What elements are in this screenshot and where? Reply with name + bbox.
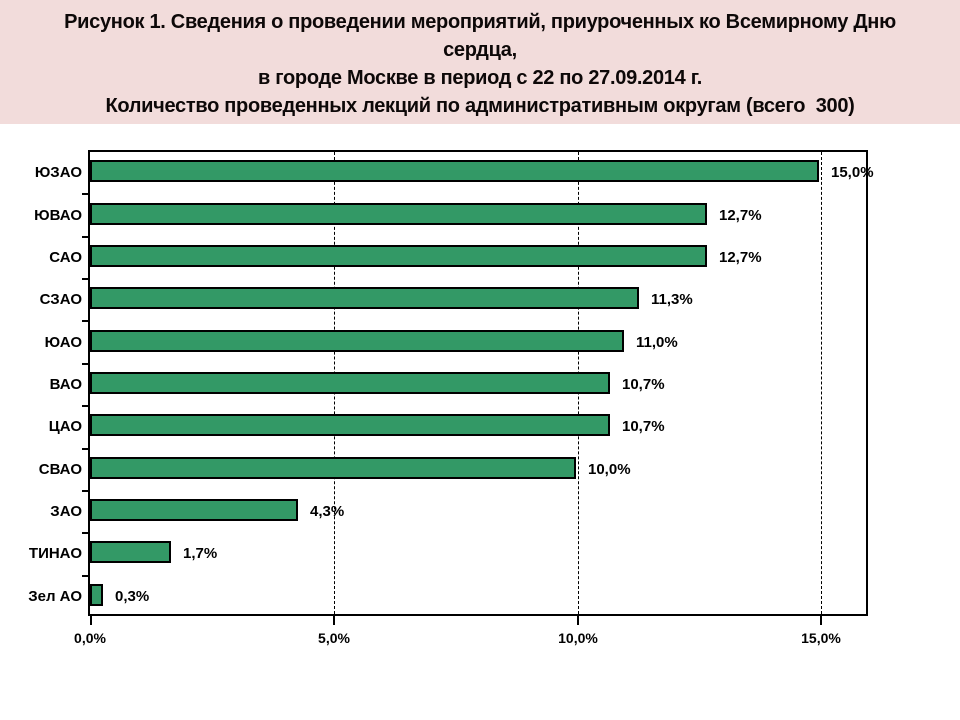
- category-label: СЗАО: [39, 291, 82, 308]
- category-label: Зел АО: [28, 588, 82, 605]
- chart-region: ЮЗАО 15,0% ЮВАО 12,7% САО 12,7% СЗАО 11,3% ЮАО 11…: [0, 124, 960, 720]
- bar-ВАО: [90, 372, 610, 394]
- category-label: ЮВАО: [34, 207, 82, 224]
- category-label: ВАО: [49, 376, 82, 393]
- bar-СЗАО: [90, 287, 639, 309]
- bar-ЦАО: [90, 414, 610, 436]
- category-label: ЦАО: [48, 418, 82, 435]
- chart-title-line: сердца,: [443, 39, 517, 61]
- y-axis-tick: [82, 236, 89, 238]
- category-label: САО: [49, 249, 82, 266]
- y-axis-tick: [82, 193, 89, 195]
- category-label: ЮЗАО: [34, 164, 82, 181]
- x-axis-tick-label: 5,0%: [318, 630, 350, 646]
- y-axis-tick: [82, 575, 89, 577]
- category-label: ЗАО: [50, 503, 82, 520]
- value-label: 12,7%: [719, 207, 762, 224]
- gridline-15: [821, 152, 822, 614]
- y-axis-tick: [82, 405, 89, 407]
- bar-СВАО: [90, 457, 576, 479]
- value-label: 1,7%: [183, 545, 218, 562]
- value-label: 4,3%: [310, 503, 345, 520]
- value-label: 10,7%: [622, 376, 665, 393]
- y-axis-tick: [82, 320, 89, 322]
- bar-ТИНАО: [90, 541, 171, 563]
- bar-ЮЗАО: [90, 160, 819, 182]
- value-label: 10,7%: [622, 418, 665, 435]
- category-label: ТИНАО: [28, 545, 82, 562]
- y-axis-tick: [82, 490, 89, 492]
- value-label: 0,3%: [115, 588, 150, 605]
- bar-Зел АО: [90, 584, 103, 606]
- x-axis-tick-label: 15,0%: [801, 630, 841, 646]
- bar-ЮАО: [90, 330, 624, 352]
- y-axis-tick: [82, 532, 89, 534]
- x-axis-tick: [90, 616, 92, 625]
- bar-ЗАО: [90, 499, 298, 521]
- x-axis-tick: [820, 616, 822, 625]
- y-axis-tick: [82, 448, 89, 450]
- plot-area: ЮЗАО 15,0% ЮВАО 12,7% САО 12,7% СЗАО 11,3% ЮАО 11…: [28, 150, 874, 646]
- value-label: 12,7%: [719, 249, 762, 266]
- x-axis-tick: [577, 616, 579, 625]
- category-label: ЮАО: [44, 334, 82, 351]
- x-axis-tick-label: 0,0%: [74, 630, 106, 646]
- value-label: 11,3%: [651, 291, 693, 308]
- value-label: 11,0%: [636, 334, 678, 351]
- category-label: СВАО: [38, 461, 82, 478]
- chart-title-line: в городе Москве в период с 22 по 27.09.2…: [258, 67, 702, 89]
- chart-title-line: Рисунок 1. Сведения о проведении меропри…: [64, 11, 896, 33]
- x-axis-tick-label: 10,0%: [558, 630, 598, 646]
- x-axis-tick: [333, 616, 335, 625]
- y-axis-tick: [82, 278, 89, 280]
- bar-САО: [90, 245, 707, 267]
- chart-title-line: Количество проведенных лекций по админис…: [105, 95, 855, 117]
- value-label: 15,0%: [831, 164, 874, 181]
- y-axis-tick: [82, 363, 89, 365]
- value-label: 10,0%: [588, 461, 631, 478]
- bar-ЮВАО: [90, 203, 707, 225]
- chart-title: Рисунок 1. Сведения о проведении меропри…: [0, 0, 960, 124]
